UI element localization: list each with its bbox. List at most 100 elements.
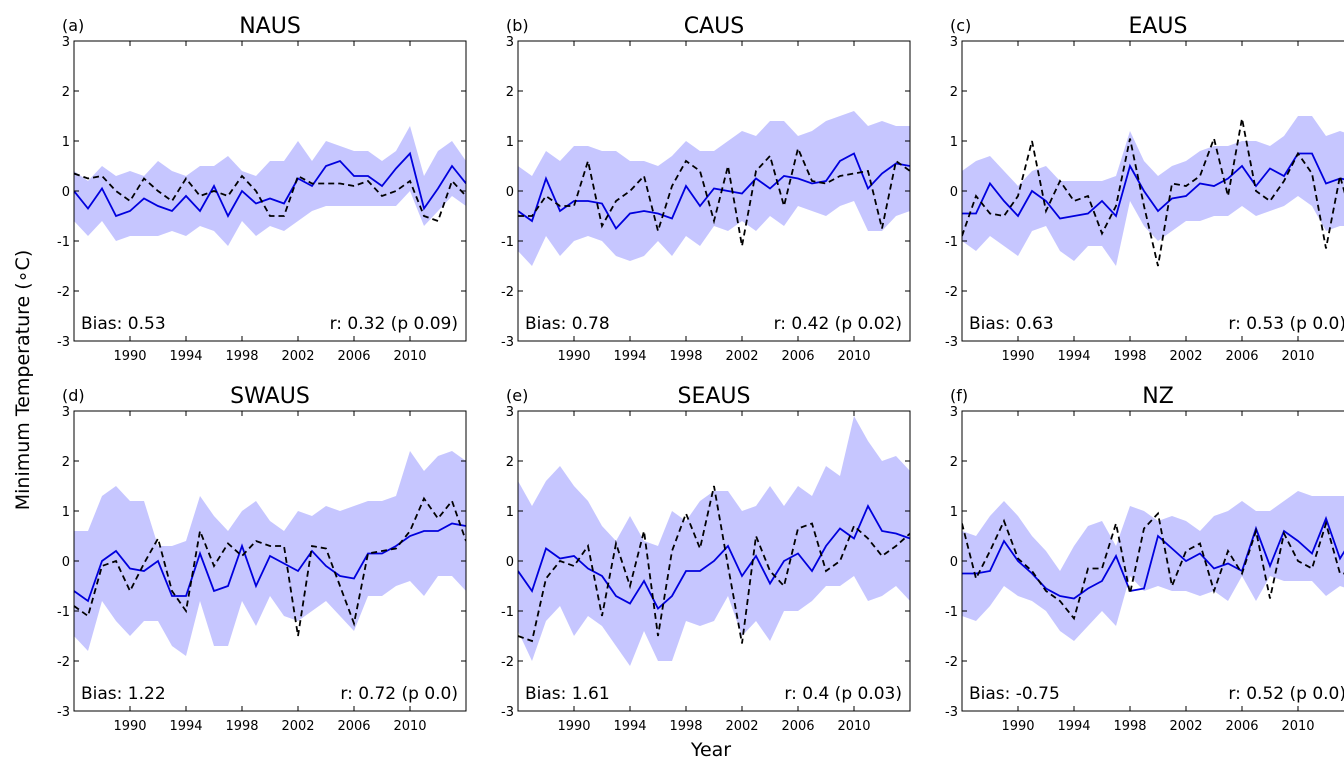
y-tick-label: -1 xyxy=(945,605,958,620)
plot-area xyxy=(518,416,910,666)
y-tick-label: 1 xyxy=(950,505,958,520)
x-tick-label: 2006 xyxy=(781,719,814,734)
y-tick-label: 2 xyxy=(62,455,70,470)
x-tick-label: 1994 xyxy=(613,719,646,734)
model-mean-line xyxy=(962,515,1344,600)
observations-line xyxy=(518,485,910,644)
x-tick-label: 2006 xyxy=(781,349,814,364)
y-tick-label: -2 xyxy=(57,655,70,670)
y-tick-label: 1 xyxy=(506,135,514,150)
correlation-annotation: r: 0.4 (p 0.03) xyxy=(784,684,902,704)
panel-caus: -3 -2 -1 0 1 2 3 1990 1994 1998 2002 2006 2010 (b) CAU… xyxy=(501,14,911,364)
x-tick-label: 1994 xyxy=(613,349,646,364)
x-tick-label: 2010 xyxy=(1281,349,1314,364)
panel-title: NAUS xyxy=(239,14,301,39)
x-tick-label: 2010 xyxy=(393,719,426,734)
correlation-annotation: r: 0.32 (p 0.09) xyxy=(330,314,458,334)
y-tick-label: -3 xyxy=(945,335,958,350)
y-tick-label: 0 xyxy=(62,555,70,570)
x-axis-title: Year xyxy=(690,739,731,761)
y-tick-label: 2 xyxy=(950,455,958,470)
x-tick-label: 2006 xyxy=(1225,719,1258,734)
ensemble-range-band xyxy=(74,126,466,246)
y-tick-label: -1 xyxy=(57,605,70,620)
y-tick-label: -2 xyxy=(57,285,70,300)
x-tick-label: 2006 xyxy=(1225,349,1258,364)
y-axis-title: Minimum Temperature (∘C) xyxy=(12,250,34,510)
panel-letter: (e) xyxy=(506,386,528,405)
y-tick-label: 3 xyxy=(62,405,70,420)
x-tick-label: 2002 xyxy=(281,719,314,734)
panel-nz: -3 -2 -1 0 1 2 3 1990 1994 1998 2002 2006 2010 (f) NZ B… xyxy=(945,384,1344,734)
x-tick-label: 1994 xyxy=(169,719,202,734)
correlation-annotation: r: 0.42 (p 0.02) xyxy=(774,314,902,334)
x-tick-label: 1990 xyxy=(113,719,146,734)
bias-annotation: Bias: 0.78 xyxy=(525,314,610,334)
observations-line xyxy=(518,145,910,247)
x-tick-label: 2006 xyxy=(337,719,370,734)
x-tick-label: 1994 xyxy=(1057,349,1090,364)
panel-letter: (f) xyxy=(950,386,968,405)
y-tick-label: -3 xyxy=(57,705,70,720)
panel-title: SEAUS xyxy=(678,384,751,409)
model-mean-line xyxy=(518,152,910,231)
panel-title: NZ xyxy=(1142,384,1174,409)
x-tick-label: 2010 xyxy=(837,719,870,734)
x-tick-label: 2010 xyxy=(837,349,870,364)
correlation-annotation: r: 0.53 (p 0.0) xyxy=(1228,314,1344,334)
x-tick-label: 1990 xyxy=(557,349,590,364)
y-tick-label: 0 xyxy=(950,555,958,570)
y-tick-label: 1 xyxy=(62,505,70,520)
model-mean-line xyxy=(74,151,466,218)
y-tick-label: 1 xyxy=(62,135,70,150)
x-tick-label: 2010 xyxy=(1281,719,1314,734)
y-tick-label: 2 xyxy=(62,85,70,100)
x-tick-label: 1998 xyxy=(1113,349,1146,364)
y-tick-label: 3 xyxy=(506,35,514,50)
panel-title: SWAUS xyxy=(230,384,310,409)
x-tick-label: 1998 xyxy=(669,719,702,734)
y-tick-label: 0 xyxy=(950,185,958,200)
bias-annotation: Bias: 1.22 xyxy=(81,684,166,704)
x-tick-label: 1998 xyxy=(225,349,258,364)
y-tick-label: -2 xyxy=(945,285,958,300)
y-tick-label: -1 xyxy=(501,605,514,620)
y-tick-label: -1 xyxy=(945,235,958,250)
panel-title: EAUS xyxy=(1128,14,1187,39)
y-tick-label: 3 xyxy=(950,405,958,420)
y-tick-label: -3 xyxy=(57,335,70,350)
y-tick-label: -2 xyxy=(945,655,958,670)
observations-line xyxy=(74,496,466,637)
panel-naus: -3 -2 -1 0 1 2 3 1990 1994 1998 2002 2006 2010 (a) NAU… xyxy=(57,14,467,364)
x-tick-label: 2010 xyxy=(393,349,426,364)
y-tick-label: 1 xyxy=(506,505,514,520)
y-tick-label: 2 xyxy=(950,85,958,100)
x-tick-label: 1998 xyxy=(225,719,258,734)
panel-seaus: -3 -2 -1 0 1 2 3 1990 1994 1998 2002 2006 2010 (e) SEA… xyxy=(501,384,911,734)
bias-annotation: Bias: 0.63 xyxy=(969,314,1054,334)
y-tick-label: 0 xyxy=(62,185,70,200)
x-tick-label: 1990 xyxy=(1001,349,1034,364)
y-tick-label: -3 xyxy=(945,705,958,720)
panel-eaus: -3 -2 -1 0 1 2 3 1990 1994 1998 2002 2006 2010 (c) EAU… xyxy=(945,14,1344,364)
observations-line xyxy=(962,118,1344,267)
plot-area xyxy=(962,116,1344,267)
y-tick-label: 3 xyxy=(506,405,514,420)
x-tick-label: 1994 xyxy=(1057,719,1090,734)
plot-area xyxy=(962,491,1344,641)
y-tick-label: 3 xyxy=(62,35,70,50)
y-tick-label: -1 xyxy=(501,235,514,250)
x-tick-label: 2002 xyxy=(1169,719,1202,734)
panel-letter: (b) xyxy=(506,16,529,35)
x-tick-label: 1998 xyxy=(1113,719,1146,734)
y-tick-label: 2 xyxy=(506,85,514,100)
panel-letter: (c) xyxy=(950,16,971,35)
correlation-annotation: r: 0.52 (p 0.0) xyxy=(1228,684,1344,704)
ensemble-range-band xyxy=(962,491,1344,641)
y-tick-label: -2 xyxy=(501,285,514,300)
x-tick-label: 2002 xyxy=(1169,349,1202,364)
panel-title: CAUS xyxy=(684,14,744,39)
panel-letter: (a) xyxy=(62,16,84,35)
ensemble-range-band xyxy=(518,416,910,666)
x-tick-label: 2006 xyxy=(337,349,370,364)
